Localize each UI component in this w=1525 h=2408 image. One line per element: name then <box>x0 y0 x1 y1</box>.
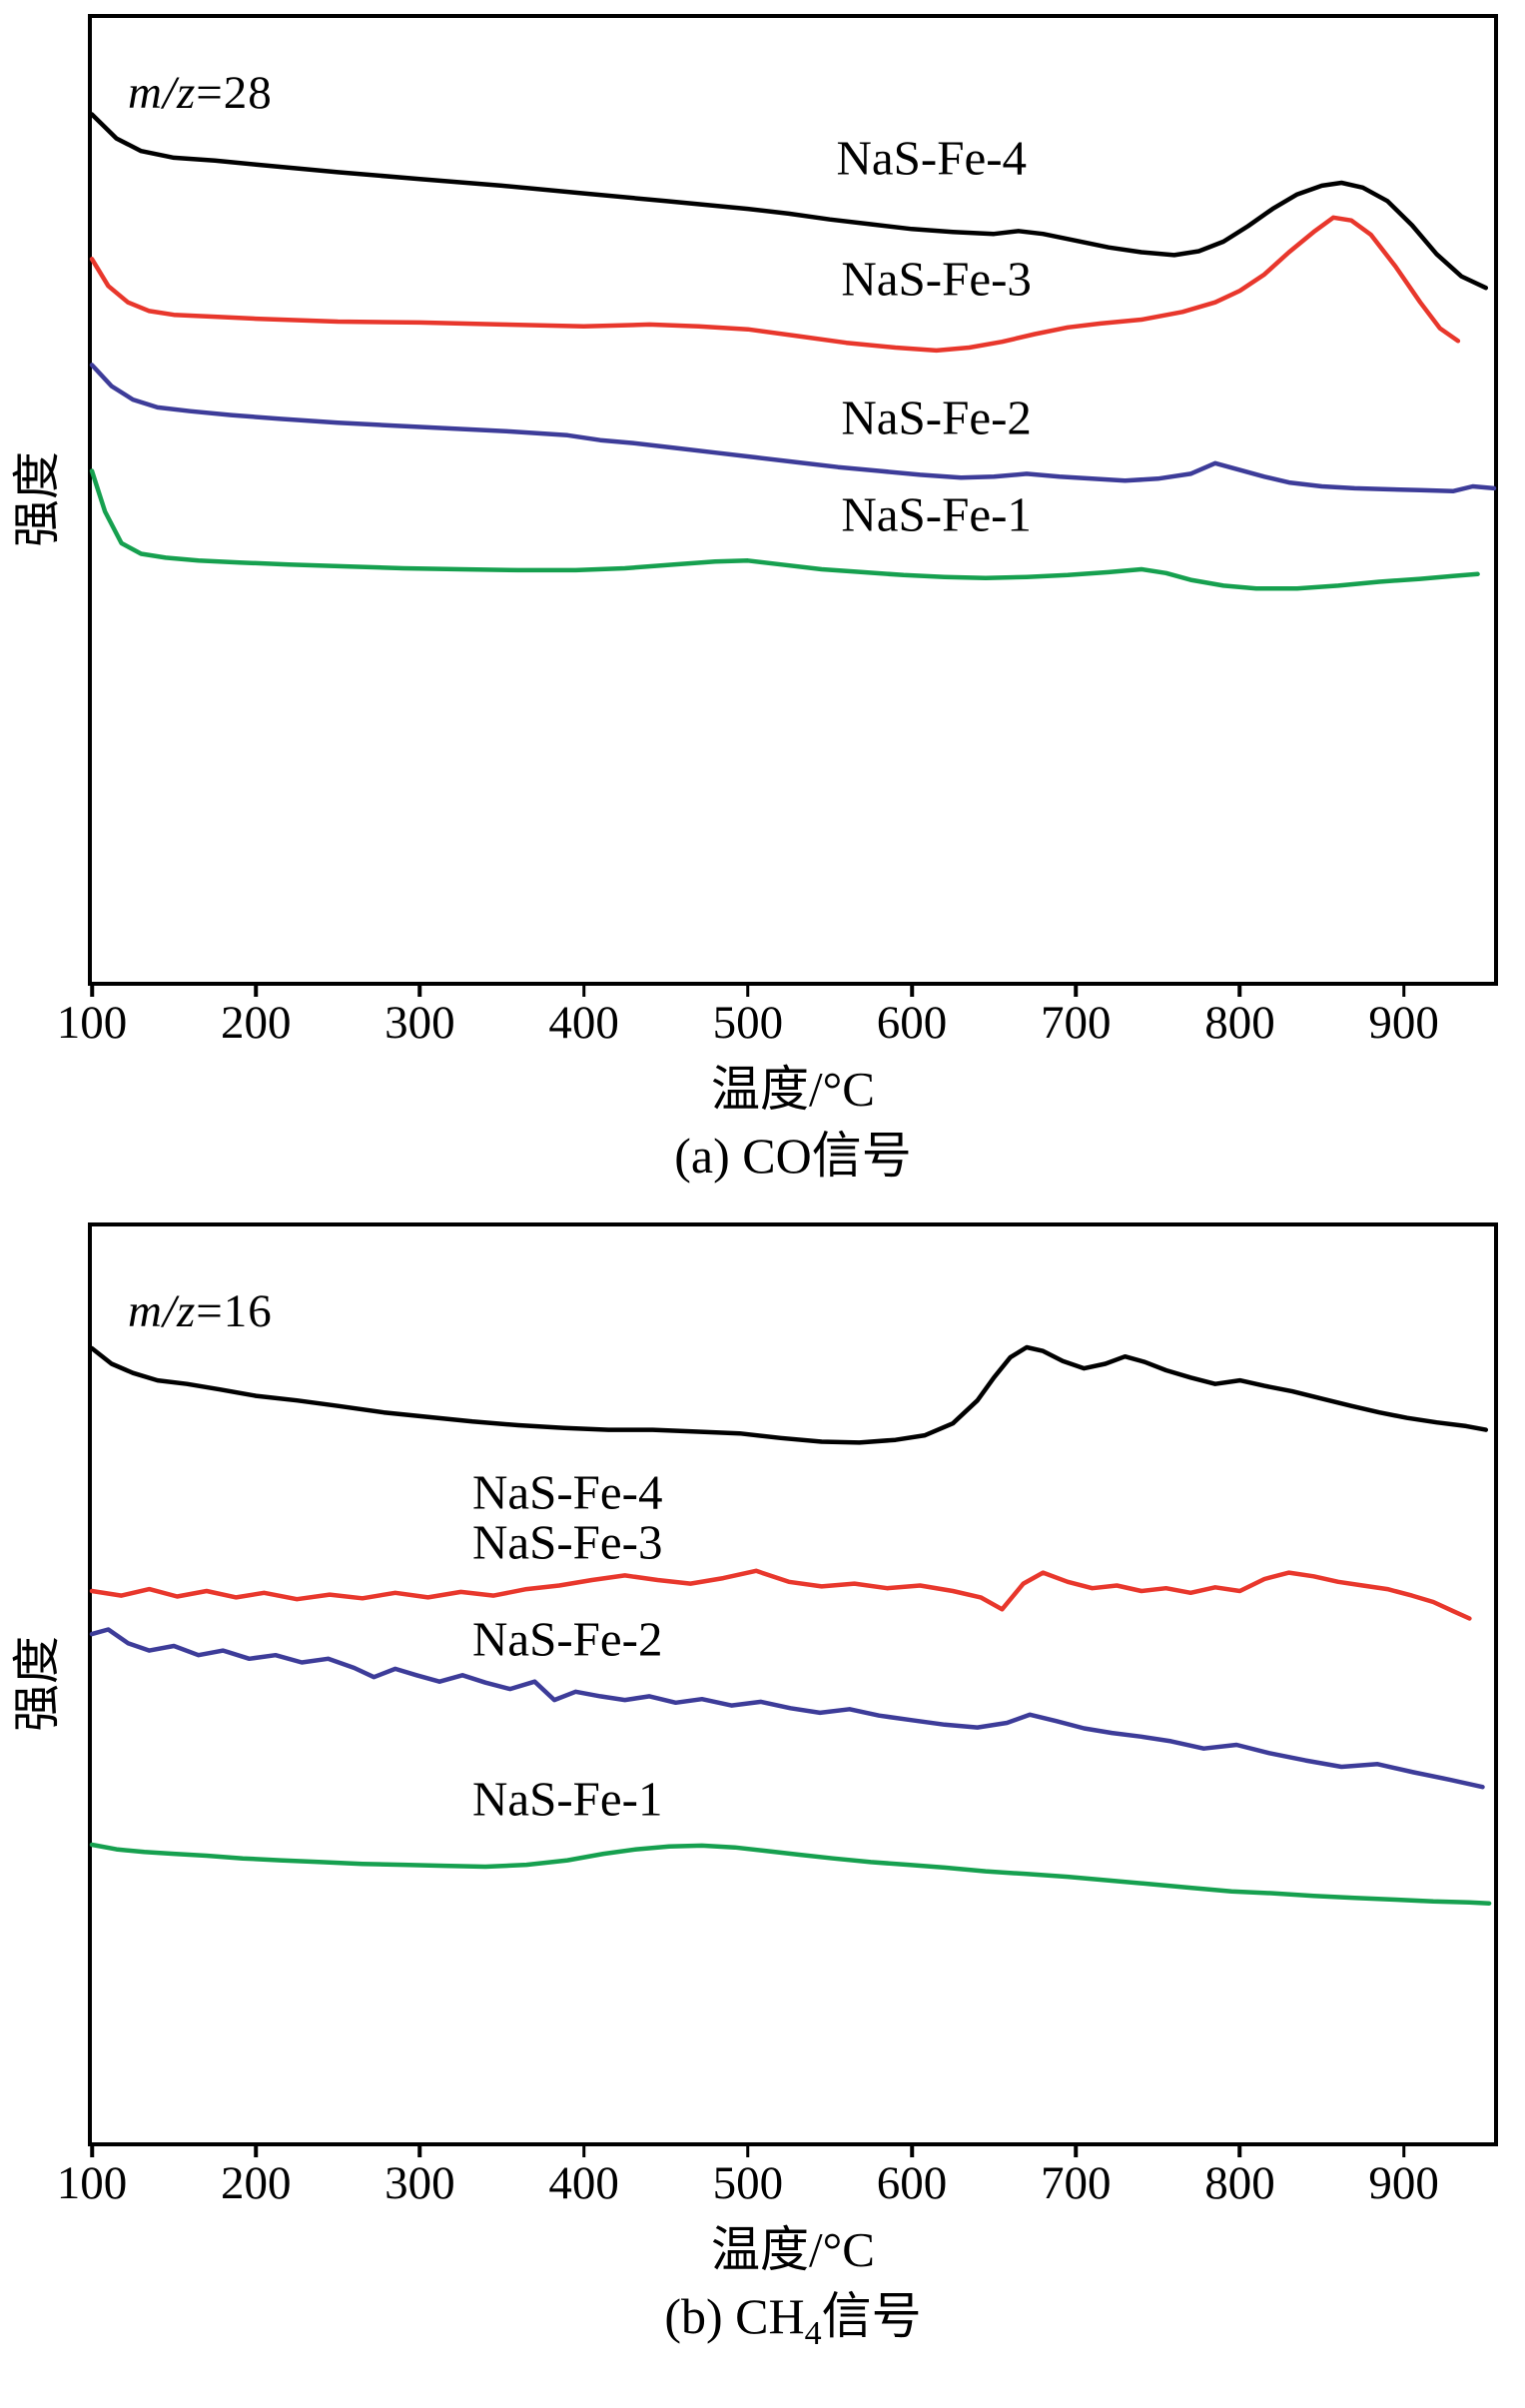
x-tick-800 <box>1237 2142 1242 2157</box>
x-tick-label-600: 600 <box>876 2157 948 2209</box>
x-tick-label-100: 100 <box>56 997 128 1049</box>
y-axis-label-ch4: 强度 <box>11 1635 64 1733</box>
x-tick-200 <box>254 982 258 997</box>
x-tick-900 <box>1401 2142 1406 2157</box>
x-tick-800 <box>1237 982 1242 997</box>
x-tick-500 <box>746 982 750 997</box>
caption-co: (a) CO信号 <box>674 1131 911 1191</box>
caption-ch4-prefix: (b) CH <box>664 2288 805 2344</box>
mz-annotation-ch4-italic: m/z <box>128 1285 197 1337</box>
curve-label-nas-fe-4: NaS-Fe-4 <box>471 1464 663 1520</box>
x-tick-label-900: 900 <box>1368 997 1439 1049</box>
curve-nas-fe-3 <box>89 215 1461 354</box>
mz-annotation-co-value: =28 <box>196 67 273 119</box>
curve-label-nas-fe-4: NaS-Fe-4 <box>836 130 1028 186</box>
x-tick-label-200: 200 <box>220 2157 292 2209</box>
x-tick-300 <box>417 982 422 997</box>
mz-annotation-co: m/z=28 <box>128 66 273 120</box>
x-tick-label-400: 400 <box>548 997 619 1049</box>
mz-annotation-ch4: m/z=16 <box>128 1284 273 1338</box>
x-tick-label-500: 500 <box>712 997 784 1049</box>
curve-nas-fe-1 <box>89 468 1480 591</box>
curve-nas-fe-4 <box>89 112 1489 291</box>
x-tick-label-700: 700 <box>1041 2157 1112 2209</box>
x-tick-700 <box>1074 982 1078 997</box>
y-axis-label-co: 强度 <box>11 450 64 548</box>
x-tick-label-100: 100 <box>56 2157 128 2209</box>
caption-co-prefix: (a) CO信号 <box>674 1128 912 1184</box>
curve-nas-fe-2 <box>89 1627 1485 1790</box>
x-tick-label-900: 900 <box>1368 2157 1439 2209</box>
x-tick-label-300: 300 <box>384 997 455 1049</box>
x-tick-label-200: 200 <box>220 997 292 1049</box>
x-axis-title-ch4: 温度/°C <box>711 2222 875 2277</box>
x-tick-label-600: 600 <box>876 997 948 1049</box>
curve-nas-fe-3 <box>89 1568 1472 1621</box>
x-tick-label-500: 500 <box>712 2157 784 2209</box>
x-tick-500 <box>746 2142 750 2157</box>
x-tick-200 <box>254 2142 258 2157</box>
x-axis-title-co: 温度/°C <box>711 1062 875 1117</box>
chart-canvas-ch4 <box>89 1344 1492 1906</box>
x-tick-label-800: 800 <box>1204 2157 1275 2209</box>
x-tick-label-700: 700 <box>1041 997 1112 1049</box>
curve-label-nas-fe-1: NaS-Fe-1 <box>841 486 1032 542</box>
x-tick-label-800: 800 <box>1204 997 1275 1049</box>
curve-label-nas-fe-3: NaS-Fe-3 <box>841 251 1032 307</box>
curve-label-nas-fe-3: NaS-Fe-3 <box>471 1514 663 1570</box>
mz-annotation-ch4-value: =16 <box>196 1285 273 1337</box>
x-tick-400 <box>581 982 586 997</box>
x-tick-label-400: 400 <box>548 2157 619 2209</box>
x-tick-100 <box>90 2142 94 2157</box>
x-tick-300 <box>417 2142 422 2157</box>
curve-label-nas-fe-2: NaS-Fe-2 <box>841 390 1032 445</box>
caption-ch4: (b) CH4信号 <box>664 2291 921 2351</box>
x-tick-700 <box>1074 2142 1078 2157</box>
curve-nas-fe-4 <box>89 1344 1489 1445</box>
caption-ch4-sub: 4 <box>804 2315 822 2352</box>
x-tick-600 <box>910 2142 914 2157</box>
curve-nas-fe-2 <box>89 363 1497 494</box>
x-tick-600 <box>910 982 914 997</box>
caption-ch4-suffix: 信号 <box>821 2288 922 2344</box>
plot-area-ch4: m/z=16 NaS-Fe-4 NaS-Fe-3 NaS-Fe-2 NaS-Fe-1 1… <box>57 1222 1498 2207</box>
curve-label-nas-fe-2: NaS-Fe-2 <box>471 1611 663 1667</box>
x-tick-400 <box>581 2142 586 2157</box>
x-tick-label-300: 300 <box>384 2157 455 2209</box>
x-tick-100 <box>90 982 94 997</box>
mz-annotation-co-italic: m/z <box>128 67 197 119</box>
curve-nas-fe-1 <box>89 1842 1492 1906</box>
plot-area-co: m/z=28 NaS-Fe-4 NaS-Fe-3 NaS-Fe-2 NaS-Fe-1 1… <box>57 14 1498 1047</box>
x-tick-900 <box>1401 982 1406 997</box>
curve-label-nas-fe-1: NaS-Fe-1 <box>471 1771 663 1827</box>
chart-canvas-co <box>89 112 1497 591</box>
